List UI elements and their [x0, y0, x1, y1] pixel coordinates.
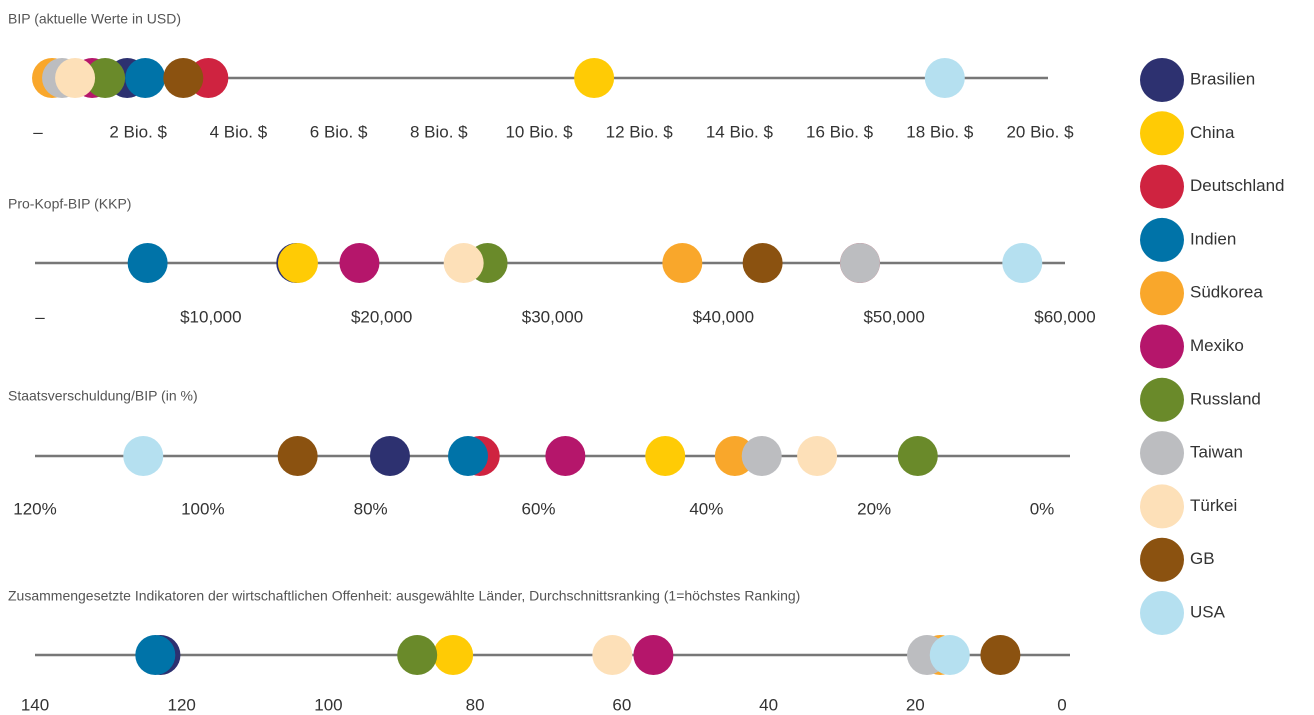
dot [592, 635, 633, 675]
legend-label: Mexiko [1190, 336, 1244, 355]
dot [85, 58, 126, 98]
x-tick-label: 100% [181, 499, 224, 518]
dot [840, 243, 880, 283]
x-tick-label: $20,000 [351, 307, 412, 326]
dot [339, 243, 380, 283]
dot [123, 436, 164, 476]
dot [135, 635, 176, 675]
x-tick-label: 2 Bio. $ [109, 122, 167, 141]
legend-swatch [1140, 164, 1184, 209]
dot [397, 635, 438, 675]
legend-swatch [1140, 111, 1184, 156]
x-tick-label: – [33, 122, 43, 141]
dot [741, 436, 782, 476]
x-tick-label: 20 [906, 695, 925, 714]
dot [742, 243, 783, 283]
legend-label: Taiwan [1190, 443, 1243, 462]
dot [448, 436, 489, 476]
x-tick-label: 40 [759, 695, 778, 714]
x-tick-label: 0% [1030, 499, 1055, 518]
legend-swatch [1140, 484, 1184, 529]
dot [443, 243, 484, 283]
dot [277, 436, 318, 476]
legend-label: Indien [1190, 229, 1236, 248]
legend-swatch [1140, 58, 1184, 102]
legend-label: Türkei [1190, 496, 1237, 515]
dot [55, 58, 96, 98]
chart-title: BIP (aktuelle Werte in USD) [8, 11, 181, 27]
dot [980, 635, 1021, 675]
chart-title: Pro-Kopf-BIP (KKP) [8, 196, 131, 212]
x-tick-label: 6 Bio. $ [310, 122, 368, 141]
x-tick-label: 18 Bio. $ [906, 122, 974, 141]
x-tick-label: 8 Bio. $ [410, 122, 468, 141]
dot [127, 243, 168, 283]
x-tick-label: 12 Bio. $ [606, 122, 674, 141]
dot [574, 58, 615, 98]
x-tick-label: $10,000 [180, 307, 241, 326]
x-tick-label: 60 [612, 695, 631, 714]
dot [545, 436, 586, 476]
x-tick-label: 60% [521, 499, 555, 518]
legend-label: Brasilien [1190, 69, 1255, 88]
legend-swatch [1140, 217, 1184, 262]
x-tick-label: $50,000 [863, 307, 924, 326]
x-tick-label: 4 Bio. $ [210, 122, 268, 141]
legend-label: Russland [1190, 389, 1261, 408]
x-tick-label: 120 [168, 695, 196, 714]
dot [125, 58, 166, 98]
dot [163, 58, 204, 98]
legend-label: GB [1190, 549, 1215, 568]
x-tick-label: 0 [1057, 695, 1066, 714]
x-tick-label: 16 Bio. $ [806, 122, 874, 141]
legend-label: Deutschland [1190, 176, 1285, 195]
x-tick-label: 80 [466, 695, 485, 714]
dot [662, 243, 703, 283]
legend-label: USA [1190, 602, 1226, 621]
x-tick-label: 120% [13, 499, 56, 518]
dot [929, 635, 970, 675]
legend-swatch [1140, 271, 1184, 316]
legend-swatch [1140, 431, 1184, 476]
x-tick-label: 10 Bio. $ [505, 122, 573, 141]
dot [897, 436, 938, 476]
dot [645, 436, 686, 476]
dot [433, 635, 474, 675]
chart-title: Staatsverschuldung/BIP (in %) [8, 388, 198, 404]
x-tick-label: 20 Bio. $ [1006, 122, 1074, 141]
legend-label: Südkorea [1190, 283, 1263, 302]
dot [1002, 243, 1043, 283]
x-tick-label: 100 [314, 695, 342, 714]
x-tick-label: $30,000 [522, 307, 583, 326]
dot [924, 58, 965, 98]
legend-swatch [1140, 591, 1184, 635]
dot [277, 243, 318, 283]
x-tick-label: 80% [354, 499, 388, 518]
x-tick-label: 40% [689, 499, 723, 518]
x-tick-label: 14 Bio. $ [706, 122, 774, 141]
legend-swatch [1140, 377, 1184, 422]
x-tick-label: $40,000 [693, 307, 754, 326]
dot [633, 635, 674, 675]
dot [369, 436, 410, 476]
x-tick-label: $60,000 [1034, 307, 1095, 326]
legend-swatch [1140, 537, 1184, 582]
legend-swatch [1140, 324, 1184, 369]
dot [797, 436, 838, 476]
chart-title: Zusammengesetzte Indikatoren der wirtsch… [8, 588, 800, 604]
x-tick-label: – [35, 307, 45, 326]
x-tick-label: 140 [21, 695, 49, 714]
x-tick-label: 20% [857, 499, 891, 518]
legend-label: China [1190, 123, 1235, 142]
